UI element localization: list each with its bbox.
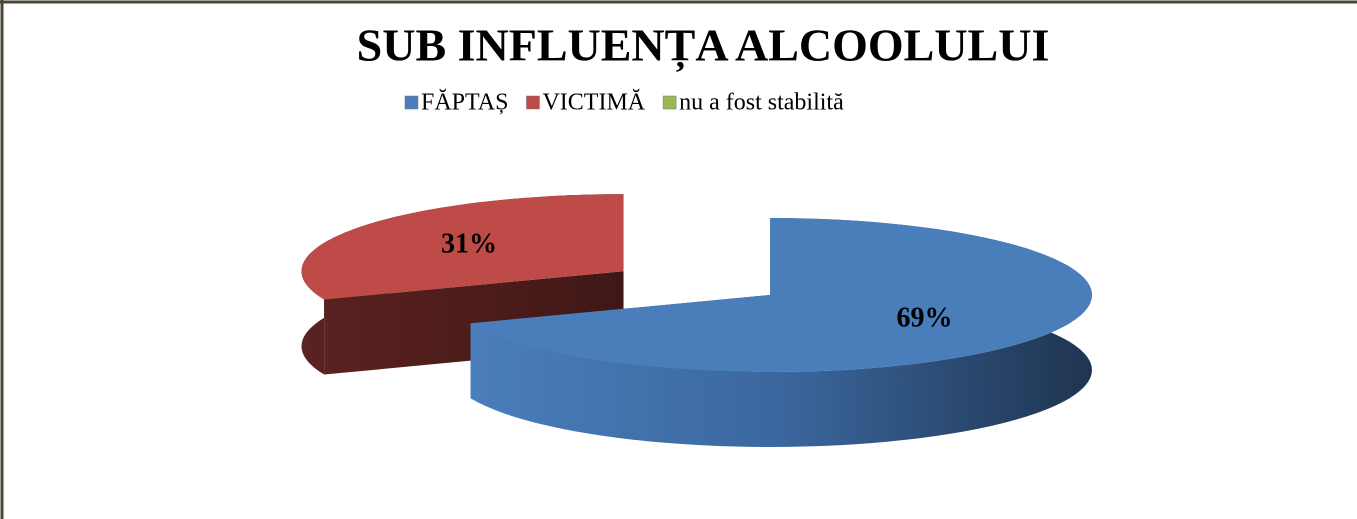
legend-swatch xyxy=(526,95,540,110)
data-label: 31% xyxy=(441,229,497,260)
slice-top xyxy=(470,218,1092,372)
legend-label: VICTIMĂ xyxy=(542,90,645,116)
legend-swatch xyxy=(404,95,419,110)
legend: FĂPTAȘ VICTIMĂ nu a fost stabilită xyxy=(404,90,844,116)
slice xyxy=(470,218,1092,447)
pie: 69% 31% xyxy=(301,194,1092,447)
slice xyxy=(301,194,624,375)
slice-top xyxy=(301,194,624,300)
legend-label: FĂPTAȘ xyxy=(421,90,508,116)
legend-swatch xyxy=(662,95,677,110)
data-label: 69% xyxy=(896,303,952,334)
chart-title: SUB INFLUENȚA ALCOOLULUI xyxy=(357,20,1050,73)
legend-label: nu a fost stabilită xyxy=(679,90,844,116)
